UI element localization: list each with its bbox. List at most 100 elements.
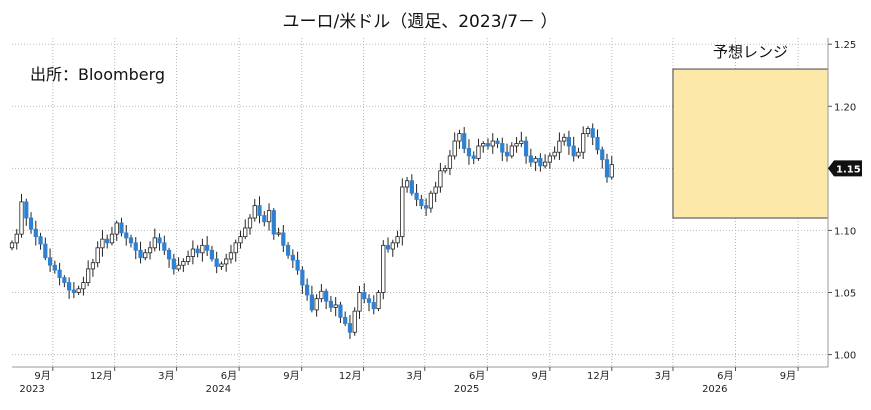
candle xyxy=(219,261,224,270)
candle-body-down xyxy=(305,284,310,296)
candle xyxy=(466,139,472,165)
candle xyxy=(238,230,243,249)
candle-body-down xyxy=(328,300,334,308)
candle xyxy=(295,251,300,275)
candle-body-up xyxy=(481,143,486,147)
candle xyxy=(86,260,91,287)
candle xyxy=(243,219,248,240)
candle-body-up xyxy=(533,158,538,163)
candle xyxy=(162,235,167,255)
candle-body-up xyxy=(576,151,581,157)
candle-body-down xyxy=(124,232,129,239)
candle xyxy=(562,133,567,146)
candle xyxy=(133,236,138,260)
candle-body-down xyxy=(538,158,543,167)
candle-body-up xyxy=(86,268,91,283)
candle-body-down xyxy=(600,149,605,161)
candle xyxy=(443,165,448,174)
candle-body-down xyxy=(409,180,414,194)
candle-body-up xyxy=(438,170,443,188)
candle xyxy=(581,126,586,159)
candle-body-up xyxy=(557,140,562,153)
candle xyxy=(609,156,614,180)
candle-body-down xyxy=(595,136,600,151)
candle xyxy=(209,245,215,262)
candle xyxy=(519,131,524,148)
candle-body-down xyxy=(28,217,34,230)
candle xyxy=(271,208,276,240)
candle-body-down xyxy=(214,258,219,267)
candle-body-down xyxy=(528,155,533,163)
candle xyxy=(157,233,162,251)
candle xyxy=(33,220,38,246)
candle-body-up xyxy=(243,227,248,238)
candle xyxy=(438,162,443,193)
candle xyxy=(566,130,572,155)
candle xyxy=(590,123,595,146)
candle-body-down xyxy=(33,228,38,238)
candle-body-down xyxy=(62,277,67,283)
candle xyxy=(309,285,314,313)
candle xyxy=(67,277,72,299)
x-tick-label: 3月 xyxy=(406,370,422,382)
candle xyxy=(328,296,334,313)
candle xyxy=(285,242,291,259)
candle xyxy=(214,251,219,274)
candle xyxy=(428,190,433,213)
candle-body-up xyxy=(519,140,524,144)
candle xyxy=(281,225,286,253)
candle xyxy=(205,236,210,256)
candle-body-down xyxy=(523,140,529,157)
candle-body-down xyxy=(262,215,267,223)
candle-body-up xyxy=(581,133,586,153)
candle-body-down xyxy=(128,237,134,244)
candle xyxy=(76,285,81,295)
candle xyxy=(333,297,338,317)
candle xyxy=(481,141,486,153)
candle-body-up xyxy=(490,140,495,147)
candle xyxy=(371,295,376,315)
candle-body-up xyxy=(543,161,548,167)
candle xyxy=(509,142,514,159)
x-axis-ticks: 9月 12月 3月 6月 9月 12月 3月 6月 9月 12月 3月 6月 9月 2023 2024 202… xyxy=(19,367,799,395)
candle-body-up xyxy=(433,186,438,194)
candle-body-down xyxy=(71,289,76,293)
candle xyxy=(366,294,372,312)
candle xyxy=(14,228,19,250)
candle xyxy=(433,181,438,203)
candle-body-down xyxy=(566,136,572,147)
candle xyxy=(38,232,43,250)
candle xyxy=(538,153,543,172)
candle-body-down xyxy=(281,232,286,246)
candle xyxy=(247,214,253,235)
candle-body-up xyxy=(95,247,100,264)
candle xyxy=(462,127,467,154)
candle-body-down xyxy=(38,236,43,245)
candle xyxy=(514,136,519,153)
candle xyxy=(352,307,357,336)
candle-body-down xyxy=(590,128,595,138)
candle xyxy=(424,198,429,216)
candle-body-up xyxy=(247,217,253,229)
candle-body-up xyxy=(476,145,481,159)
candle-body-up xyxy=(186,256,191,262)
candle-body-up xyxy=(114,222,119,235)
candle xyxy=(390,239,395,257)
candle-body-down xyxy=(43,243,48,259)
candle xyxy=(381,240,386,300)
candle-body-up xyxy=(228,252,234,260)
candle xyxy=(385,237,391,253)
x-year-label: 2026 xyxy=(702,384,727,395)
candle xyxy=(347,314,353,339)
candle-body-down xyxy=(571,145,576,157)
candle xyxy=(576,147,581,159)
y-tick-label: 1.25 xyxy=(834,40,856,51)
candle-body-down xyxy=(285,244,291,256)
candle xyxy=(552,146,557,160)
candle xyxy=(19,193,24,238)
y-tick-label: 1.00 xyxy=(834,351,856,362)
candle-body-up xyxy=(176,264,181,270)
candle-body-up xyxy=(90,262,96,270)
x-tick-label: 12月 xyxy=(339,370,362,382)
candle xyxy=(119,217,124,237)
